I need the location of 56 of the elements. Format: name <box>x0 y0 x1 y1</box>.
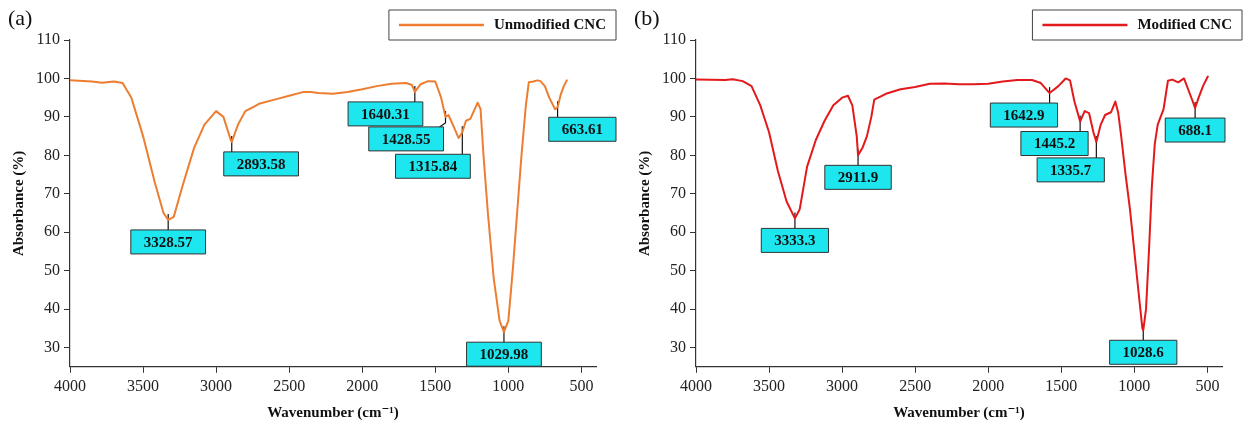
y-tick-label: 30 <box>670 337 686 355</box>
x-tick-label: 2000 <box>972 376 1005 394</box>
y-tick-label: 100 <box>36 68 60 86</box>
y-tick-label: 50 <box>670 260 686 278</box>
annotation: 1028.6 <box>1122 344 1165 361</box>
x-tick-label: 3500 <box>753 376 786 394</box>
y-tick-label: 40 <box>670 299 686 317</box>
x-tick-label: 1000 <box>1118 376 1151 394</box>
annotation: 3333.3 <box>774 232 816 249</box>
text: Modified CNC <box>1137 15 1232 32</box>
x-tick-label: 2500 <box>273 376 306 394</box>
annotation: 688.1 <box>1178 121 1212 138</box>
x-tick-label: 4000 <box>54 376 86 394</box>
annotation: 1445.2 <box>1033 135 1076 152</box>
annotation: 1642.9 <box>1003 106 1045 123</box>
annotation: 1640.31 <box>361 105 410 122</box>
annotation: 1315.84 <box>408 158 458 175</box>
annotation: 3328.57 <box>143 233 194 250</box>
x-tick-label: 500 <box>569 376 594 394</box>
y-tick-label: 60 <box>670 222 686 240</box>
annotation: 2911.9 <box>837 169 879 186</box>
annotation: 1428.55 <box>381 130 431 147</box>
y-tick-label: 110 <box>662 30 686 48</box>
x-tick-label: 1500 <box>419 376 452 394</box>
chart-title: (a) <box>8 4 33 30</box>
x-tick-label: 1500 <box>1045 376 1078 394</box>
annotation: 1335.7 <box>1050 161 1092 178</box>
x-tick-label: 500 <box>1195 376 1220 394</box>
y-tick-label: 70 <box>670 183 686 201</box>
y-tick-label: 70 <box>44 183 60 201</box>
x-tick-label: 3000 <box>200 376 233 394</box>
y-tick-label: 90 <box>44 107 60 125</box>
y-tick-label: 90 <box>670 107 686 125</box>
chart-title: (b) <box>634 4 660 30</box>
annotation: 2893.58 <box>236 155 286 172</box>
x-tick-label: 3500 <box>127 376 160 394</box>
text: Unmodified CNC <box>493 15 606 32</box>
x-tick-label: 4000 <box>680 376 712 394</box>
x-tick-label: 2000 <box>346 376 379 394</box>
y-tick-label: 80 <box>670 145 686 163</box>
y-tick-label: 80 <box>44 145 60 163</box>
y-tick-label: 110 <box>36 30 60 48</box>
annotation: 1029.98 <box>479 346 529 363</box>
y-axis-title: Absorbance (%) <box>9 150 27 257</box>
x-tick-label: 3000 <box>826 376 859 394</box>
y-tick-label: 60 <box>44 222 60 240</box>
y-tick-label: 100 <box>662 68 686 86</box>
x-tick-label: 1000 <box>492 376 525 394</box>
y-tick-label: 30 <box>44 337 60 355</box>
y-axis-title: Absorbance (%) <box>635 150 653 257</box>
x-tick-label: 2500 <box>899 376 932 394</box>
y-tick-label: 40 <box>44 299 60 317</box>
x-axis-title: Wavenumber (cm⁻¹) <box>893 403 1025 421</box>
annotation: 663.61 <box>561 121 603 138</box>
y-tick-label: 50 <box>44 260 60 278</box>
x-axis-title: Wavenumber (cm⁻¹) <box>267 403 399 421</box>
